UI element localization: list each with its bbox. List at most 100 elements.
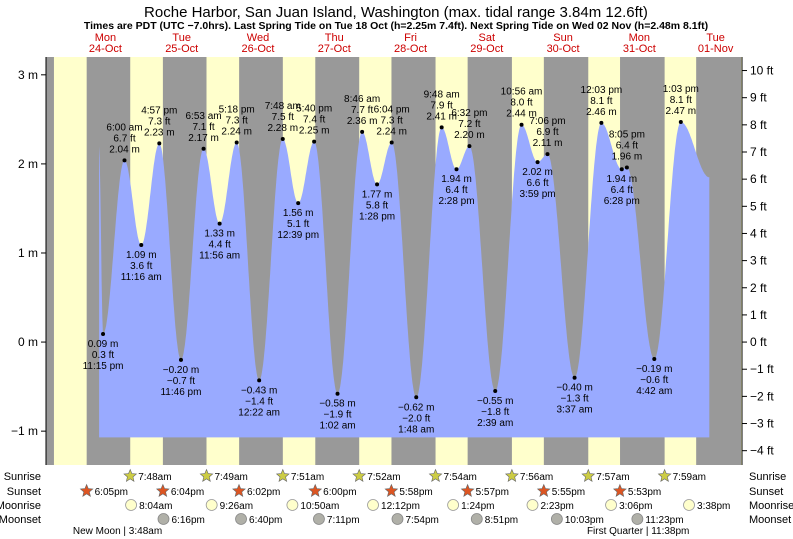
tide-point <box>599 120 604 125</box>
moonrise-icon <box>205 499 218 511</box>
tide-point <box>678 120 683 125</box>
tide-m-label: −0.19 m <box>636 364 672 375</box>
day-name: Sat <box>479 32 496 44</box>
tide-ft-label: 5.8 ft <box>366 200 388 211</box>
tide-ft-label: 7.4 ft <box>303 115 325 126</box>
y-tick-label-ft: 0 ft <box>750 335 767 349</box>
sunrise-icon <box>657 468 672 482</box>
y-tick-label-ft: −1 ft <box>750 362 774 376</box>
sunset-icon <box>384 483 399 497</box>
tide-ft-label: 6.4 ft <box>611 185 633 196</box>
tide-time-label: 4:57 pm <box>141 105 177 116</box>
row-label-right: Sunrise <box>749 471 786 483</box>
day-name: Tue <box>706 32 725 44</box>
tide-m-label: 0.09 m <box>88 339 119 350</box>
day-name: Sun <box>553 32 573 44</box>
y-tick-label-m: 2 m <box>18 157 38 171</box>
y-tick-label-ft: 8 ft <box>750 118 767 132</box>
tide-ft-label: 7.5 ft <box>272 112 294 123</box>
sunrise-time: 7:57am <box>596 472 629 483</box>
sunrise-time: 7:52am <box>367 472 400 483</box>
tide-ft-label: 4.4 ft <box>208 240 230 251</box>
tide-m-label: 1.94 m <box>606 174 637 185</box>
sunset-icon <box>612 483 627 497</box>
tide-point <box>217 221 222 226</box>
day-name: Thu <box>325 32 344 44</box>
day-date: 30-Oct <box>547 43 580 55</box>
sunrise-time: 7:49am <box>214 472 247 483</box>
tide-time-label: 1:02 am <box>319 421 355 432</box>
day-date: 25-Oct <box>165 43 198 55</box>
sunrise-time: 7:54am <box>444 472 477 483</box>
sunrise-icon <box>352 468 367 482</box>
moonset-time: 10:03pm <box>565 515 604 526</box>
y-tick-label-ft: 1 ft <box>750 308 767 322</box>
sunset-icon <box>79 483 94 497</box>
tide-ft-label: −0.7 ft <box>167 376 195 387</box>
day-band <box>53 57 87 465</box>
day-name: Fri <box>404 32 417 44</box>
moonset-time: 6:16pm <box>171 515 204 526</box>
tide-m-label: 1.77 m <box>362 189 393 200</box>
moonrise-icon <box>447 499 460 511</box>
tide-point <box>139 242 144 247</box>
row-label-left: Moonset <box>0 514 41 526</box>
tide-point <box>360 129 365 134</box>
sunset-time: 5:55pm <box>552 487 585 498</box>
tide-point <box>572 375 577 380</box>
day-name: Mon <box>95 32 116 44</box>
tide-point <box>545 152 550 157</box>
tide-ft-label: 7.3 ft <box>381 116 403 127</box>
tide-point <box>157 141 162 146</box>
sunrise-time: 7:48am <box>138 472 171 483</box>
tide-ft-label: 7.2 ft <box>458 119 480 130</box>
tide-m-label: −0.20 m <box>163 365 199 376</box>
moonrise-icon <box>367 499 379 511</box>
moonset-time: 6:40pm <box>249 515 282 526</box>
day-date: 31-Oct <box>623 43 656 55</box>
y-tick-label-ft: 9 ft <box>750 91 767 105</box>
tide-time-label: 8:05 pm <box>609 129 645 140</box>
day-date: 26-Oct <box>241 43 274 55</box>
y-tick-label-ft: 5 ft <box>750 199 767 213</box>
tide-m-label: 1.09 m <box>126 250 157 261</box>
tide-point <box>335 391 340 396</box>
tide-m-label: 2.44 m <box>506 109 537 120</box>
tide-time-label: 2:39 am <box>477 418 513 429</box>
tide-point <box>234 140 239 145</box>
tide-ft-label: 7.3 ft <box>148 116 170 127</box>
y-tick-label-ft: −3 ft <box>750 417 774 431</box>
row-label-right: Sunset <box>749 486 783 498</box>
sunset-icon <box>536 483 551 497</box>
tide-time-label: 1:48 am <box>398 424 434 435</box>
moonrise-icon <box>526 499 539 511</box>
day-name: Mon <box>629 32 650 44</box>
tide-m-label: −0.55 m <box>477 396 513 407</box>
tide-time-label: 6:53 am <box>185 111 221 122</box>
tide-point <box>122 158 127 163</box>
tide-ft-label: −2.0 ft <box>402 413 430 424</box>
sunset-time: 6:00pm <box>323 487 356 498</box>
tide-m-label: 2.36 m <box>347 116 378 127</box>
moonset-time: 8:51pm <box>485 515 518 526</box>
tide-ft-label: 7.1 ft <box>192 122 214 133</box>
sunset-time: 5:53pm <box>628 487 661 498</box>
tide-point <box>101 332 106 337</box>
tide-point <box>201 146 206 151</box>
y-tick-label-ft: −2 ft <box>750 389 774 403</box>
tide-m-label: 1.94 m <box>441 174 472 185</box>
sunrise-time: 7:56am <box>520 472 553 483</box>
moonset-time: 11:23pm <box>645 515 683 526</box>
tide-m-label: 2.20 m <box>454 130 485 141</box>
tide-m-label: 1.96 m <box>612 151 643 162</box>
tide-time-label: 12:22 am <box>238 407 280 418</box>
tide-ft-label: 8.1 ft <box>590 96 612 107</box>
moonrise-time: 9:26am <box>220 501 253 512</box>
chart-title: Roche Harbor, San Juan Island, Washingto… <box>144 4 648 21</box>
tide-m-label: 2.28 m <box>267 123 298 134</box>
sunrise-time: 7:59am <box>673 472 706 483</box>
moonrise-time: 2:23pm <box>541 501 574 512</box>
moonset-icon <box>235 513 247 525</box>
tide-point <box>312 139 317 144</box>
sunset-icon <box>460 483 475 497</box>
